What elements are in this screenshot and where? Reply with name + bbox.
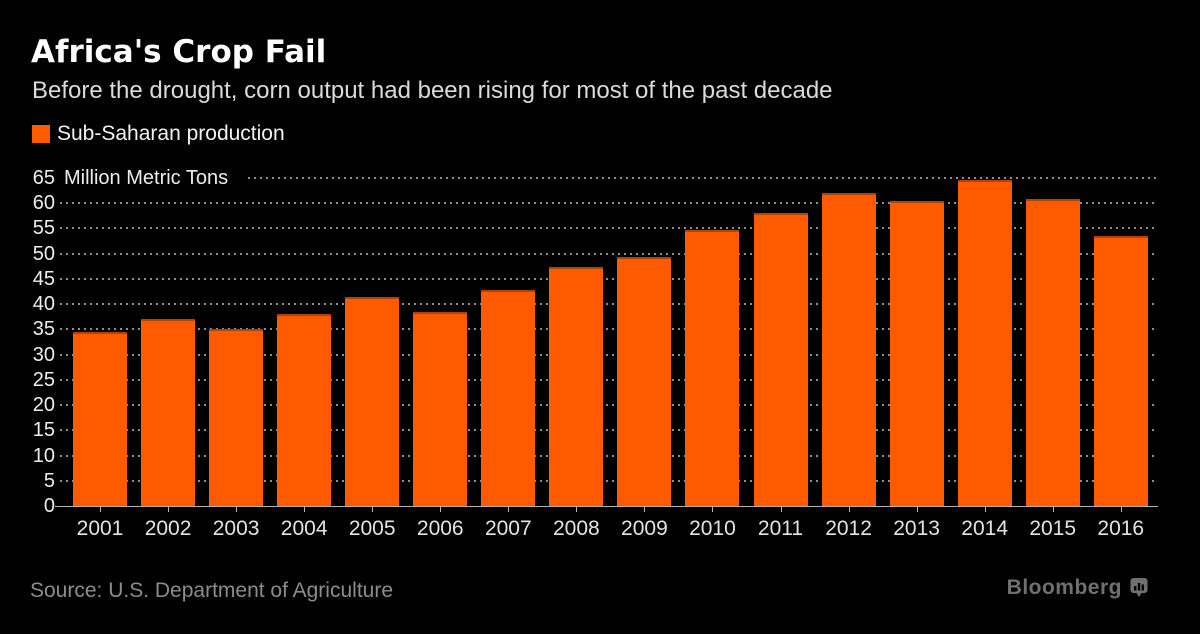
x-tick-mark — [712, 507, 714, 512]
bar-2012 — [821, 192, 876, 506]
gridline-15 — [60, 429, 1158, 432]
y-tick-label: 65 — [32, 166, 55, 189]
bar-2014 — [957, 180, 1012, 506]
x-tick-label: 2010 — [689, 517, 736, 540]
gridline-45 — [60, 277, 1158, 280]
x-tick-mark — [440, 507, 442, 512]
x-tick-mark — [1120, 507, 1122, 512]
bar-2010 — [685, 229, 740, 506]
x-tick-mark — [644, 507, 646, 512]
x-tick-mark — [916, 507, 918, 512]
chart-title: Africa's Crop Fail — [31, 34, 327, 70]
x-tick-mark — [100, 507, 101, 512]
gridline-20 — [60, 404, 1158, 406]
gridline-30 — [60, 353, 1158, 356]
x-tick-mark — [984, 507, 986, 512]
gridline-35 — [60, 328, 1158, 331]
y-tick-label: 25 — [32, 368, 55, 391]
y-tick-label: 35 — [32, 318, 55, 341]
bar-2009 — [617, 257, 672, 506]
x-tick-label: 2016 — [1097, 517, 1145, 540]
x-axis-line — [55, 506, 1158, 507]
y-tick-label: 55 — [32, 217, 55, 240]
bloomberg-logo: Bloomberg — [1007, 576, 1148, 600]
bar-2015 — [1025, 198, 1080, 506]
gridline-60 — [60, 202, 1158, 204]
bar-2011 — [753, 213, 808, 506]
x-tick-label: 2009 — [621, 517, 668, 540]
chart-subtitle: Before the drought, corn output had been… — [32, 77, 833, 104]
y-tick-label: 0 — [43, 495, 55, 517]
x-tick-mark — [848, 507, 850, 512]
gridline-5 — [60, 479, 1158, 482]
x-tick-label: 2003 — [212, 517, 260, 540]
x-tick-label: 2008 — [552, 517, 600, 540]
x-tick-mark — [168, 507, 170, 512]
bar-2013 — [889, 200, 944, 506]
gridline-65 — [248, 176, 1158, 179]
x-tick-mark — [508, 507, 510, 512]
bar-2006 — [413, 311, 468, 506]
y-tick-label: 30 — [32, 343, 55, 366]
bar-2001 — [73, 331, 127, 506]
legend-label: Sub-Saharan production — [57, 122, 285, 145]
x-tick-mark — [304, 507, 306, 512]
x-tick-label: 2007 — [484, 517, 532, 540]
x-tick-label: 2015 — [1029, 517, 1077, 540]
y-tick-label: 15 — [32, 419, 55, 442]
x-tick-mark — [780, 507, 782, 512]
x-tick-label: 2006 — [416, 517, 464, 540]
x-tick-label: 2013 — [893, 517, 940, 540]
x-tick-label: 2001 — [76, 517, 124, 540]
x-tick-mark — [236, 507, 238, 512]
bloomberg-logo-text: Bloomberg — [1006, 576, 1122, 599]
source-attribution: Source: U.S. Department of Agriculture — [30, 579, 393, 602]
y-tick-label: 50 — [32, 242, 55, 265]
y-tick-label: 40 — [32, 293, 55, 315]
x-tick-mark — [1052, 507, 1054, 512]
gridline-10 — [60, 454, 1158, 457]
y-tick-label: 5 — [43, 469, 55, 492]
bar-2004 — [277, 313, 332, 506]
y-tick-label: 20 — [32, 394, 55, 416]
y-axis-unit-label: Million Metric Tons — [64, 167, 229, 189]
gridline-50 — [60, 252, 1158, 255]
bar-2003 — [209, 328, 264, 506]
chart-speech-bubble-icon — [1130, 578, 1148, 597]
bar-2008 — [549, 267, 604, 506]
legend: Sub-Saharan production — [32, 122, 285, 145]
y-tick-label: 10 — [32, 444, 55, 467]
bar-2002 — [141, 318, 196, 506]
bar-2005 — [345, 296, 400, 506]
x-tick-label: 2004 — [280, 517, 328, 540]
gridline-55 — [60, 227, 1158, 230]
x-tick-label: 2014 — [961, 517, 1008, 540]
x-tick-label: 2012 — [825, 517, 872, 540]
y-tick-label: 60 — [32, 192, 55, 214]
bar-2007 — [481, 289, 536, 506]
legend-swatch — [32, 125, 50, 143]
x-tick-mark — [576, 507, 578, 512]
x-tick-label: 2005 — [348, 517, 396, 540]
y-tick-label: 45 — [32, 267, 55, 290]
gridline-40 — [60, 303, 1158, 305]
bar-2016 — [1093, 236, 1148, 506]
x-tick-mark — [372, 507, 374, 512]
x-tick-label: 2002 — [144, 517, 192, 540]
gridline-25 — [60, 378, 1158, 381]
x-tick-label: 2011 — [757, 517, 804, 540]
